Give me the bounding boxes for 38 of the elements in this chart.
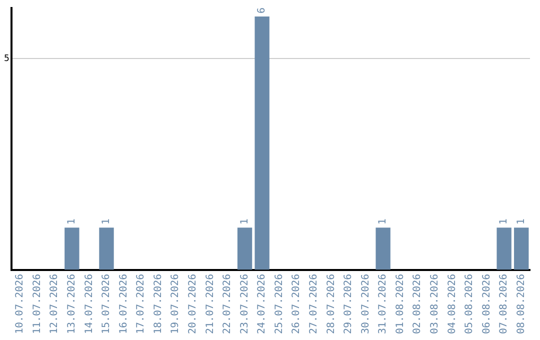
x-tick-label: 31.07.2026 (378, 274, 389, 334)
data-label: 1 (516, 218, 527, 225)
x-tick-label: 19.07.2026 (170, 274, 182, 334)
x-tick-label: 24.07.2026 (256, 274, 268, 334)
x-tick-label: 28.07.2026 (326, 274, 337, 334)
x-tick-label: 11.07.2026 (32, 274, 43, 334)
x-tick-label: 10.07.2026 (14, 274, 26, 334)
data-label: 1 (66, 218, 78, 225)
x-tick-label: 20.07.2026 (188, 274, 199, 334)
x-tick-label: 26.07.2026 (291, 274, 302, 334)
x-tick-label: 22.07.2026 (222, 274, 234, 334)
x-tick-label: 27.07.2026 (308, 274, 320, 334)
x-tick-label: 02.08.2026 (412, 274, 424, 334)
x-tick-label: 06.08.2026 (481, 274, 492, 334)
x-tick-label: 23.07.2026 (239, 274, 250, 334)
x-tick-label: 13.07.2026 (66, 274, 78, 334)
x-tick-label: 16.07.2026 (118, 274, 130, 334)
x-tick-label: 17.07.2026 (136, 274, 147, 334)
x-tick-label: 14.07.2026 (84, 274, 95, 334)
x-tick-label: 05.08.2026 (464, 274, 476, 334)
x-tick-label: 07.08.2026 (498, 274, 510, 334)
x-tick-label: 01.08.2026 (394, 274, 406, 334)
x-tick-label: 08.08.2026 (516, 274, 527, 334)
data-label: 1 (101, 218, 112, 225)
x-tick-label: 03.08.2026 (430, 274, 441, 334)
x-tick-label: 04.08.2026 (446, 274, 458, 334)
x-tick-label: 30.07.2026 (360, 274, 372, 334)
data-label: 1 (498, 218, 510, 225)
data-label: 1 (239, 218, 250, 225)
x-tick-label: 25.07.2026 (274, 274, 285, 334)
y-tick-label: 5 (4, 54, 10, 64)
x-tick-label: 18.07.2026 (152, 274, 164, 334)
x-tick-label: 12.07.2026 (49, 274, 60, 334)
x-tick-label: 21.07.2026 (204, 274, 216, 334)
x-tick-label: 29.07.2026 (343, 274, 354, 334)
data-label: 1 (378, 218, 389, 225)
data-label: 6 (256, 7, 268, 14)
x-tick-label: 15.07.2026 (101, 274, 112, 334)
